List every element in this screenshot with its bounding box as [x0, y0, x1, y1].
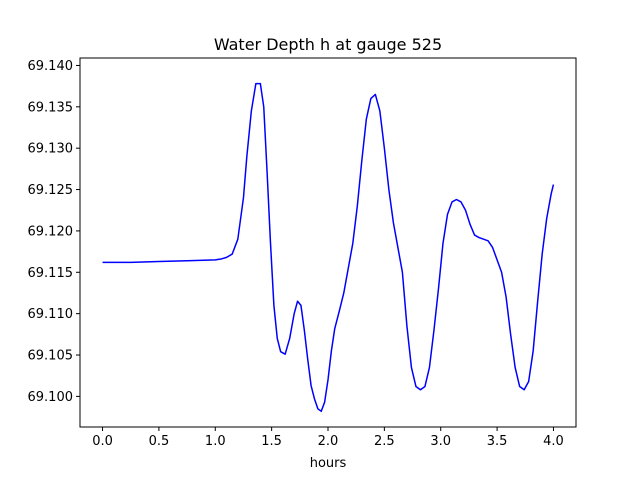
x-tick-label: 3.5 — [487, 434, 508, 449]
y-tick-label: 69.140 — [28, 59, 74, 74]
x-tick-label: 2.0 — [318, 434, 339, 449]
x-tick-label: 4.0 — [543, 434, 564, 449]
x-tick-label: 0.0 — [92, 434, 113, 449]
series-line-0 — [102, 82, 555, 413]
x-tick-label: 2.5 — [374, 434, 395, 449]
y-tick-label: 69.135 — [28, 100, 74, 115]
plot-frame — [79, 57, 577, 428]
x-axis-label: hours — [310, 456, 347, 471]
y-tick-label: 69.115 — [28, 266, 74, 281]
axes: 0.0 0.5 1.0 1.5 2.0 2.5 3.0 3.5 4.0 69.100 69.105 6… — [28, 57, 577, 449]
x-tick-label: 0.5 — [149, 434, 170, 449]
x-tick-label: 1.5 — [261, 434, 282, 449]
plot-area — [102, 82, 555, 413]
y-tick-label: 69.125 — [28, 183, 74, 198]
x-tick-label: 3.0 — [430, 434, 451, 449]
y-tick-label: 69.100 — [28, 390, 74, 405]
x-tick-label: 1.0 — [205, 434, 226, 449]
chart-title: Water Depth h at gauge 525 — [214, 35, 442, 54]
y-tick-label: 69.105 — [28, 349, 74, 364]
y-tick-label: 69.110 — [28, 307, 74, 322]
y-tick-label: 69.130 — [28, 142, 74, 157]
y-tick-label: 69.120 — [28, 224, 74, 239]
